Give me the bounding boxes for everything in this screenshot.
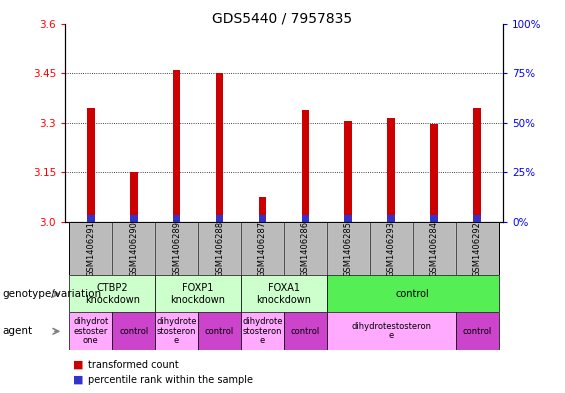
Bar [388, 215, 395, 222]
Text: GSM1406292: GSM1406292 [472, 220, 481, 277]
Text: ■: ■ [73, 360, 84, 370]
Bar [345, 121, 352, 222]
Text: GSM1406284: GSM1406284 [429, 220, 438, 277]
Bar [198, 312, 241, 350]
Bar [388, 118, 395, 222]
Bar [431, 125, 438, 222]
Text: control: control [205, 327, 234, 336]
Bar [216, 73, 223, 222]
Bar [155, 275, 241, 312]
Bar [473, 108, 481, 222]
Bar [87, 215, 94, 222]
Bar [241, 275, 327, 312]
Text: control: control [291, 327, 320, 336]
Text: FOXP1
knockdown: FOXP1 knockdown [171, 283, 225, 305]
Text: GSM1406291: GSM1406291 [86, 220, 95, 277]
Text: dihydrote
stosteron
e: dihydrote stosteron e [157, 317, 197, 345]
Bar [69, 312, 112, 350]
Bar [69, 222, 112, 275]
Bar [412, 222, 455, 275]
Text: agent: agent [3, 326, 33, 336]
Text: GSM1406289: GSM1406289 [172, 220, 181, 277]
Bar [198, 222, 241, 275]
Bar [130, 173, 137, 222]
Bar [87, 108, 94, 222]
Text: GSM1406287: GSM1406287 [258, 220, 267, 277]
Text: GSM1406290: GSM1406290 [129, 220, 138, 277]
Text: GDS5440 / 7957835: GDS5440 / 7957835 [212, 12, 353, 26]
Bar [69, 275, 155, 312]
Text: CTBP2
knockdown: CTBP2 knockdown [85, 283, 140, 305]
Text: GSM1406285: GSM1406285 [344, 220, 353, 277]
Bar [216, 215, 223, 222]
Bar [327, 222, 370, 275]
Bar [345, 215, 352, 222]
Bar [155, 312, 198, 350]
Bar [455, 312, 498, 350]
Text: dihydrote
stosteron
e: dihydrote stosteron e [242, 317, 282, 345]
Text: control: control [119, 327, 148, 336]
Bar [130, 215, 137, 222]
Bar [284, 222, 327, 275]
Bar [302, 215, 309, 222]
Bar [473, 215, 481, 222]
Bar [155, 222, 198, 275]
Text: dihydrot
estoster
one: dihydrot estoster one [73, 317, 108, 345]
Text: dihydrotestosteron
e: dihydrotestosteron e [351, 322, 431, 340]
Text: control: control [396, 289, 429, 299]
Text: transformed count: transformed count [88, 360, 179, 370]
Bar [370, 222, 412, 275]
Text: genotype/variation: genotype/variation [3, 289, 102, 299]
Bar [241, 312, 284, 350]
Bar [284, 312, 327, 350]
Bar [302, 110, 309, 222]
Text: GSM1406286: GSM1406286 [301, 220, 310, 277]
Bar [112, 312, 155, 350]
Bar [241, 222, 284, 275]
Bar [455, 222, 498, 275]
Text: FOXA1
knockdown: FOXA1 knockdown [257, 283, 311, 305]
Bar [259, 197, 266, 222]
Bar [112, 222, 155, 275]
Bar [173, 70, 180, 222]
Text: control: control [463, 327, 492, 336]
Bar [327, 312, 455, 350]
Text: GSM1406293: GSM1406293 [386, 220, 396, 277]
Text: ■: ■ [73, 375, 84, 385]
Bar [431, 215, 438, 222]
Bar [327, 275, 498, 312]
Bar [259, 215, 266, 222]
Text: percentile rank within the sample: percentile rank within the sample [88, 375, 253, 385]
Bar [173, 215, 180, 222]
Text: GSM1406288: GSM1406288 [215, 220, 224, 277]
